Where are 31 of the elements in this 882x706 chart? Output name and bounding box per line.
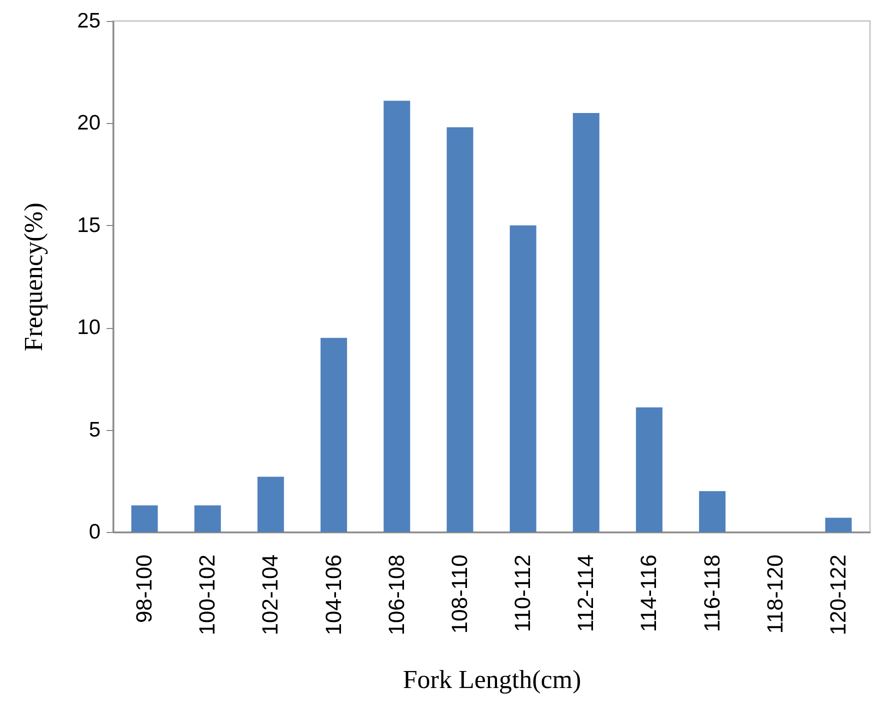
- x-tick-label: 112-114: [573, 554, 598, 632]
- x-tick-label: 98-100: [132, 554, 157, 624]
- x-tick-label: 116-118: [699, 554, 724, 632]
- x-tick-label: 108-110: [446, 554, 472, 634]
- y-tick-label: 0: [88, 520, 100, 544]
- x-tick-label: 118-120: [762, 554, 788, 634]
- y-tick-label: 20: [77, 112, 100, 135]
- y-tick-label: 10: [77, 316, 100, 340]
- y-tick-label: 15: [77, 214, 100, 237]
- y-tick-label: 25: [77, 10, 100, 32]
- y-tick-label: 5: [88, 418, 100, 442]
- bar: [320, 338, 348, 532]
- bar: [699, 491, 726, 532]
- x-tick-label: 110-112: [510, 554, 536, 632]
- x-axis-title: Fork Length(cm): [402, 665, 582, 694]
- bar: [572, 112, 600, 532]
- bar: [510, 225, 536, 532]
- x-tick-label: 104-106: [320, 554, 346, 636]
- bar: [131, 505, 158, 532]
- x-tick-label: 102-104: [258, 554, 283, 636]
- x-tick-label: 106-108: [384, 554, 409, 636]
- x-tick-label: 120-122: [825, 554, 850, 636]
- x-tick-label: 100-102: [194, 554, 220, 636]
- bar: [825, 518, 852, 532]
- bar: [194, 505, 221, 532]
- y-axis-title: Frequency(%): [19, 202, 48, 352]
- bar: [384, 100, 410, 532]
- bar: [446, 127, 474, 532]
- bar: [257, 476, 284, 532]
- x-tick-label: 114-116: [636, 554, 662, 632]
- bar: [636, 407, 662, 532]
